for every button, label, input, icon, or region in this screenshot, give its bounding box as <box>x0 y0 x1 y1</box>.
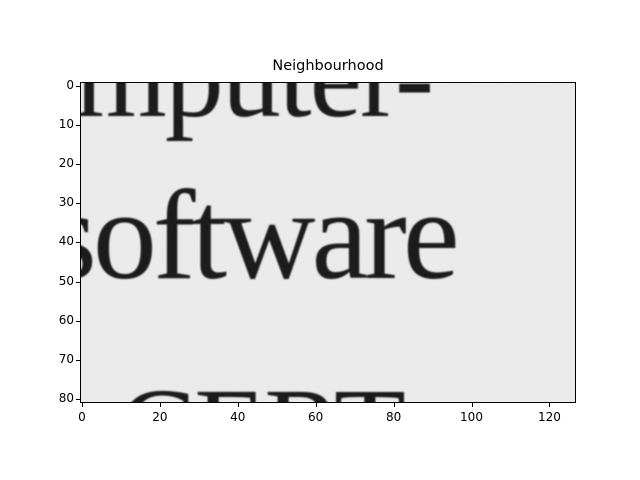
y-tick-label: 40 <box>58 234 74 249</box>
plot-title: Neighbourhood <box>272 58 384 74</box>
x-tick-label: 60 <box>308 410 324 424</box>
x-tick-label: 20 <box>152 410 168 424</box>
x-tick-mark <box>159 403 161 407</box>
y-tick-mark <box>76 281 80 283</box>
text-line-bottom: o CERT <box>81 364 405 403</box>
y-tick-label: 60 <box>58 312 74 327</box>
x-tick-mark <box>471 403 473 407</box>
x-tick-mark <box>549 403 551 407</box>
image-axes: mputer- software o CERT <box>80 82 576 403</box>
x-tick-mark <box>393 403 395 407</box>
y-tick-mark <box>76 398 80 400</box>
y-tick-label: 70 <box>58 351 74 366</box>
image-crop: mputer- software o CERT <box>81 83 575 403</box>
x-tick-label: 100 <box>460 410 483 424</box>
y-tick-label: 80 <box>58 390 74 405</box>
x-tick-label: 0 <box>78 410 86 424</box>
y-tick-mark <box>76 164 80 166</box>
y-tick-label: 50 <box>58 273 74 288</box>
text-line-middle: software <box>81 164 456 306</box>
y-tick-label: 30 <box>58 195 74 210</box>
text-line-top: mputer- <box>81 83 432 142</box>
x-tick-mark <box>315 403 317 407</box>
y-tick-label: 0 <box>66 78 74 92</box>
x-tick-label: 120 <box>537 410 561 424</box>
y-tick-mark <box>76 203 80 205</box>
y-tick-mark <box>76 242 80 244</box>
x-tick-mark <box>82 403 83 407</box>
x-tick-mark <box>237 403 239 407</box>
y-tick-mark <box>76 125 80 127</box>
y-tick-label: 10 <box>58 117 74 132</box>
y-tick-mark <box>76 320 80 322</box>
y-tick-label: 20 <box>58 156 74 171</box>
y-tick-mark <box>76 86 80 87</box>
x-tick-label: 40 <box>230 410 246 424</box>
x-tick-label: 80 <box>385 410 402 424</box>
y-tick-mark <box>76 359 80 361</box>
